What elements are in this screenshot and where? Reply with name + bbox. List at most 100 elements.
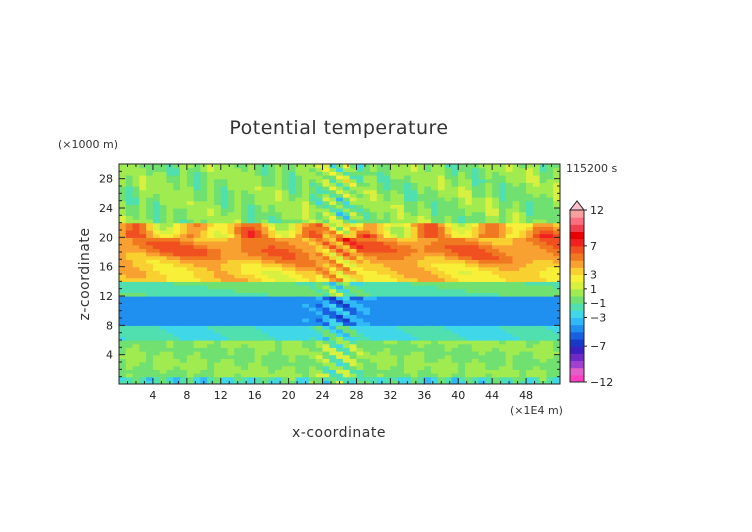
heatmap-cell <box>186 226 195 231</box>
heatmap-cell <box>146 167 154 172</box>
heatmap-cell <box>119 351 127 356</box>
heatmap-cell <box>308 208 317 213</box>
heatmap-cell <box>458 178 466 183</box>
heatmap-cell <box>376 351 385 356</box>
heatmap-cell <box>329 215 337 220</box>
heatmap-cell <box>437 340 446 345</box>
heatmap-cell <box>254 182 263 187</box>
heatmap-cell <box>370 241 378 246</box>
heatmap-cell <box>268 233 276 238</box>
heatmap-cell <box>451 314 459 319</box>
heatmap-cell <box>376 347 385 352</box>
heatmap-cell <box>553 244 560 249</box>
heatmap-cell <box>125 237 134 242</box>
heatmap-cell <box>193 347 202 352</box>
heatmap-cell <box>132 244 140 249</box>
heatmap-cell <box>519 369 527 374</box>
heatmap-cell <box>220 241 229 246</box>
heatmap-cell <box>159 244 168 249</box>
heatmap-cell <box>437 365 446 370</box>
heatmap-cell <box>268 186 276 191</box>
heatmap-cell <box>146 343 154 348</box>
heatmap-cell <box>302 362 310 367</box>
heatmap-cell <box>342 200 351 205</box>
heatmap-cell <box>403 281 412 286</box>
heatmap-cell <box>478 189 486 194</box>
heatmap-cell <box>376 241 385 246</box>
heatmap-cell <box>539 211 548 216</box>
heatmap-cell <box>498 189 507 194</box>
heatmap-cell <box>560 186 567 190</box>
heatmap-cell <box>532 299 541 304</box>
heatmap-cell <box>532 266 541 271</box>
heatmap-cell <box>383 325 391 330</box>
heatmap-cell <box>152 164 161 169</box>
heatmap-cell <box>322 233 330 238</box>
heatmap-cell <box>553 318 560 323</box>
heatmap-cell <box>417 380 425 384</box>
heatmap-cell <box>492 325 500 330</box>
heatmap-cell <box>505 241 514 246</box>
heatmap-cell <box>485 343 493 348</box>
heatmap-cell <box>458 307 466 312</box>
heatmap-cell <box>356 281 364 286</box>
heatmap-cell <box>417 314 425 319</box>
heatmap-cell <box>247 244 256 249</box>
heatmap-cell <box>207 299 215 304</box>
heatmap-cell <box>132 310 140 315</box>
heatmap-cell <box>560 252 567 256</box>
heatmap-cell <box>410 230 419 235</box>
heatmap-cell <box>532 365 541 370</box>
heatmap-cell <box>193 186 202 191</box>
heatmap-cell <box>471 277 480 282</box>
heatmap-cell <box>437 336 446 341</box>
heatmap-cell <box>200 189 208 194</box>
heatmap-cell <box>119 215 127 220</box>
colorbar-swatch <box>570 245 584 254</box>
heatmap-cell <box>512 178 520 183</box>
heatmap-cell <box>356 230 364 235</box>
heatmap-cell <box>478 193 486 198</box>
heatmap-cell <box>546 340 554 345</box>
heatmap-cell <box>132 252 140 257</box>
heatmap-cell <box>356 303 364 308</box>
heatmap-cell <box>363 354 371 359</box>
heatmap-cell <box>200 259 208 264</box>
heatmap-cell <box>234 189 242 194</box>
heatmap-cell <box>146 336 154 341</box>
heatmap-cell <box>308 329 317 334</box>
heatmap-cell <box>281 292 290 297</box>
heatmap-cell <box>376 318 385 323</box>
heatmap-cell <box>119 347 127 352</box>
heatmap-cell <box>383 219 391 224</box>
heatmap-cell <box>349 255 358 260</box>
heatmap-cell <box>356 204 364 209</box>
heatmap-cell <box>336 241 344 246</box>
heatmap-cell <box>553 186 560 191</box>
heatmap-cell <box>553 237 560 242</box>
heatmap-cell <box>465 347 473 352</box>
heatmap-cell <box>539 299 548 304</box>
heatmap-cell <box>322 171 330 176</box>
heatmap-cell <box>512 197 520 202</box>
heatmap-cell <box>322 362 330 367</box>
heatmap-cell <box>166 219 174 224</box>
heatmap-cell <box>560 307 567 311</box>
heatmap-cell <box>363 270 371 275</box>
heatmap-cell <box>539 233 548 238</box>
heatmap-cell <box>132 167 140 172</box>
heatmap-cell <box>383 303 391 308</box>
heatmap-cell <box>370 222 378 227</box>
heatmap-cell <box>505 310 514 315</box>
heatmap-cell <box>532 310 541 315</box>
heatmap-cell <box>417 252 425 257</box>
heatmap-cell <box>159 263 168 268</box>
heatmap-cell <box>498 343 507 348</box>
heatmap-cell <box>424 358 432 363</box>
heatmap-cell <box>220 285 229 290</box>
heatmap-cell <box>519 219 527 224</box>
heatmap-cell <box>139 288 147 293</box>
heatmap-cell <box>478 340 486 345</box>
heatmap-cell <box>132 197 140 202</box>
heatmap-cell <box>207 164 215 169</box>
